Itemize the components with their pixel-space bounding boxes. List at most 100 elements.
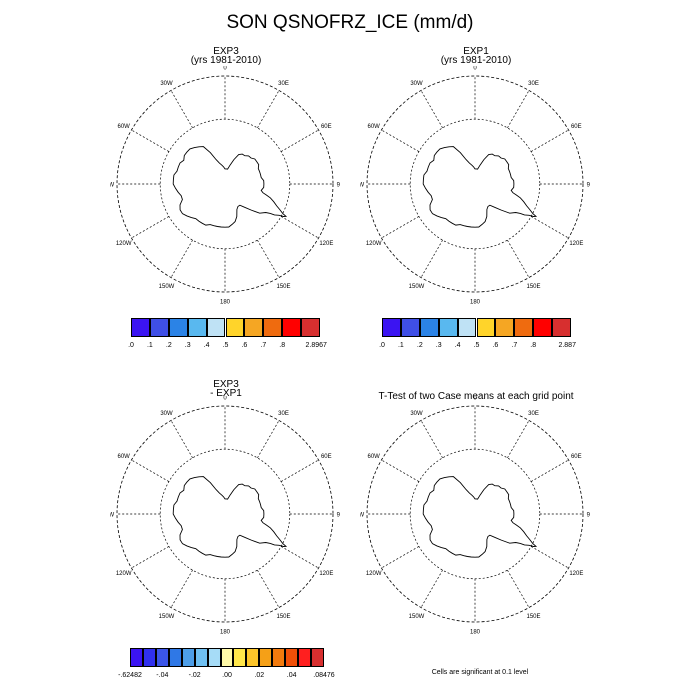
meridian-line [257,569,280,608]
meridian-line [530,459,569,482]
longitude-label: 120W [116,571,132,577]
longitude-label: 120W [366,571,382,577]
meridian-line [280,129,319,152]
longitude-label: 120W [116,241,132,247]
longitude-label: 0 [473,66,477,72]
map-boundary [366,75,584,293]
colorbar-diff: -.62482 -.04 -.02 .00 .02 .04 .08476 [118,648,335,684]
colorbar-swatch [244,318,264,337]
panel-title-ttest: T-Test of two Case means at each grid po… [346,391,606,402]
longitude-label: 180 [470,300,481,306]
meridian-line [381,129,420,152]
panel-title-line2: (yrs 1981-2010) [190,55,262,66]
longitude-label: 120E [319,571,333,577]
colorbar-label: .4 [203,342,210,349]
colorbar-label: .2 [165,342,172,349]
longitude-label: 120E [569,241,583,247]
longitude-label: 150W [409,284,425,290]
longitude-label: 30W [160,81,173,87]
panel-title-exp3: EXP3 (yrs 1981-2010) [126,46,326,66]
meridian-line [257,239,280,278]
longitude-label: 90W [360,513,365,519]
meridian-line [170,239,193,278]
colorbar-swatch [194,648,208,667]
colorbar-swatch [301,318,320,337]
colorbar-label: .02 [254,672,265,679]
longitude-label: 150E [276,614,290,620]
colorbar-label: .7 [511,342,518,349]
meridian-line [381,546,420,569]
longitude-label: 150E [526,284,540,290]
colorbar-label: -.62482 [118,672,142,679]
colorbar-swatch [552,318,571,337]
meridian-line [131,546,170,569]
colorbar-swatch [438,318,458,337]
meridian-line [507,569,530,608]
colorbar-swatch [131,318,150,337]
main-title: SON QSNOFRZ_ICE (mm/d) [226,12,474,33]
colorbar-swatch [311,648,324,667]
meridian-line [131,459,170,482]
longitude-label: 150E [526,614,540,620]
colorbar-swatch [382,318,401,337]
meridian-line [530,129,569,152]
meridian-line [170,569,193,608]
panel-title-line1: EXP1 [463,46,489,57]
longitude-label: 30E [278,81,289,87]
map-diff: 0 30E 60E 90E 120E 150E 180 150W 120W 90W 60W 30W [110,396,340,636]
longitude-label: 60E [321,454,332,460]
map-exp1: 0 30E 60E 90E 120E 150E 180 150W 120W 90W 60W 30W [360,66,590,306]
panel-title-diff: EXP3 - EXP1 [126,380,326,399]
colorbar-swatch [233,648,247,667]
colorbar-label: .04 [286,672,297,679]
colorbar-label: -.04 [156,672,169,679]
longitude-label: 90E [337,183,340,189]
panel-title-line2: - EXP1 [210,388,242,399]
colorbar-label: .1 [397,342,404,349]
longitude-label: 30E [528,411,539,417]
panel-title-line1: T-Test of two Case means at each grid po… [378,391,574,402]
colorbar-swatch [149,318,169,337]
longitude-label: 60W [118,454,131,460]
longitude-label: 60W [368,454,381,460]
meridian-line [381,216,420,239]
latitude-circle [159,118,291,250]
colorbar-swatch [142,648,156,667]
colorbar-swatch [155,648,169,667]
map-boundary [366,405,584,623]
colorbar-label: .5 [473,342,480,349]
colorbar-label: .6 [241,342,248,349]
longitude-label: 150W [159,614,175,620]
colorbar-label: .0 [379,342,385,349]
meridian-line [257,90,280,129]
colorbar-label: .5 [222,342,229,349]
longitude-label: 30E [278,411,289,417]
meridian-line [530,216,569,239]
longitude-label: 90E [587,183,590,189]
colorbar-swatch [272,648,286,667]
meridian-line [507,239,530,278]
panel-title-line1: EXP3 [213,46,239,57]
colorbar-swatch [206,318,226,337]
colorbar-label: .3 [435,342,442,349]
meridian-line [420,90,443,129]
colorbar-label: .8 [279,342,286,349]
panel-title-exp1: EXP1 (yrs 1981-2010) [376,46,576,66]
latitude-circle [409,118,541,250]
colorbar-exp1: .0 .1 .2 .3 .4 .5 .6 .7 .8 2.887 [379,318,576,354]
colorbar-swatch [225,318,245,337]
longitude-label: 150W [409,614,425,620]
colorbar-label: -.02 [188,672,201,679]
longitude-label: 150E [276,284,290,290]
colorbar-label: .08476 [313,672,335,679]
colorbar-swatch [181,648,195,667]
colorbar-swatch [400,318,420,337]
longitude-label: 90W [110,183,115,189]
longitude-label: 90E [337,513,340,519]
meridian-line [257,420,280,459]
colorbar-label: .2 [416,342,423,349]
meridian-line [507,420,530,459]
meridian-line [530,546,569,569]
longitude-label: 60E [571,124,582,130]
colorbar-label: .00 [222,672,232,679]
